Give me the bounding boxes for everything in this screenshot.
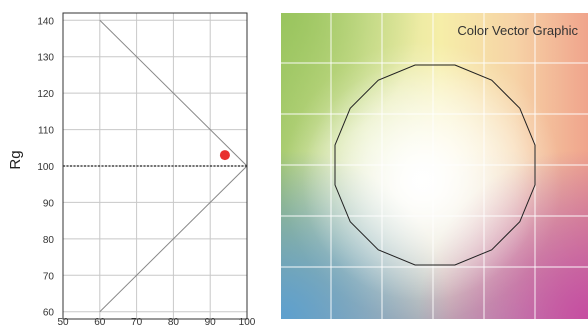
y-tick-label: 90	[43, 198, 55, 209]
y-tick-labels: 60 70 80 90 100 110 120 130 140	[37, 16, 54, 318]
vector-grid-overlay	[281, 13, 588, 319]
reference-line	[99, 19, 248, 167]
x-tick-label: 100	[239, 317, 256, 327]
x-tick-label: 90	[205, 317, 217, 327]
reference-line	[99, 165, 248, 313]
x-tick-label: 50	[57, 317, 69, 327]
y-tick-label: 70	[43, 271, 55, 282]
y-tick-label: 60	[43, 308, 55, 319]
x-tick-label: 80	[168, 317, 180, 327]
y-axis-label: Rg	[7, 150, 24, 169]
color-vector-panel: Color Vector Graphic	[281, 13, 588, 319]
x-tick-labels: 50 60 70 80 90 100	[57, 317, 255, 327]
y-tick-label: 140	[37, 16, 54, 27]
plot-frame	[62, 12, 248, 320]
chart-title: Color Vector Graphic	[457, 23, 578, 38]
y-tick-label: 80	[43, 235, 55, 246]
data-points	[219, 150, 230, 161]
data-point	[219, 150, 230, 161]
panel-grid	[281, 13, 588, 319]
color-vector-polygon	[334, 64, 536, 266]
y-tick-label: 130	[37, 53, 54, 64]
y-tick-label: 110	[38, 126, 54, 137]
reference-lines	[99, 19, 248, 313]
x-tick-label: 70	[131, 317, 143, 327]
y-tick-label: 100	[37, 162, 54, 173]
x-tick-label: 60	[94, 317, 106, 327]
y-tick-label: 120	[37, 89, 54, 100]
